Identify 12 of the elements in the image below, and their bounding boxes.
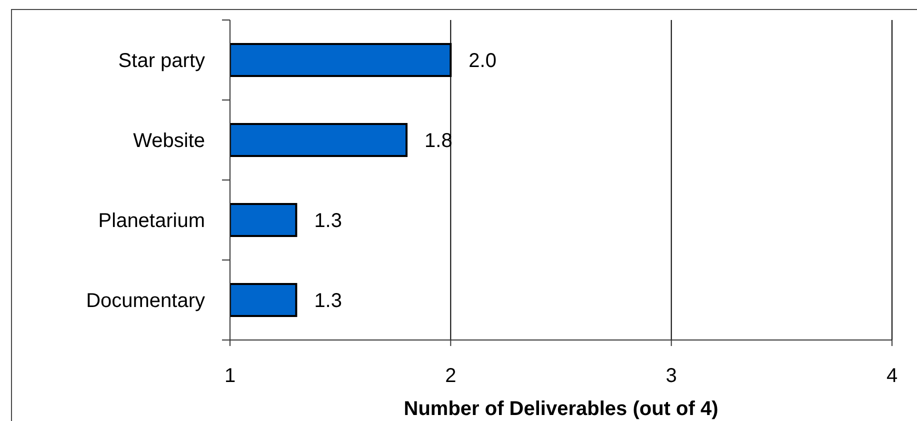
x-tick-label: 2 [445, 365, 456, 388]
y-tick-label: Star party [118, 50, 205, 72]
y-tick-label: Documentary [86, 290, 205, 312]
y-tick-label: Planetarium [98, 210, 205, 232]
x-tick-label: 4 [886, 365, 898, 388]
x-tick-label: 1 [224, 365, 236, 388]
x-axis-title: Number of Deliverables (out of 4) [404, 398, 718, 420]
data-label: 2.0 [468, 50, 496, 72]
data-label: 1.3 [314, 290, 342, 312]
y-tick-label: Website [133, 130, 205, 152]
x-tick-label: 3 [666, 365, 677, 388]
data-label: 1.3 [314, 210, 342, 232]
